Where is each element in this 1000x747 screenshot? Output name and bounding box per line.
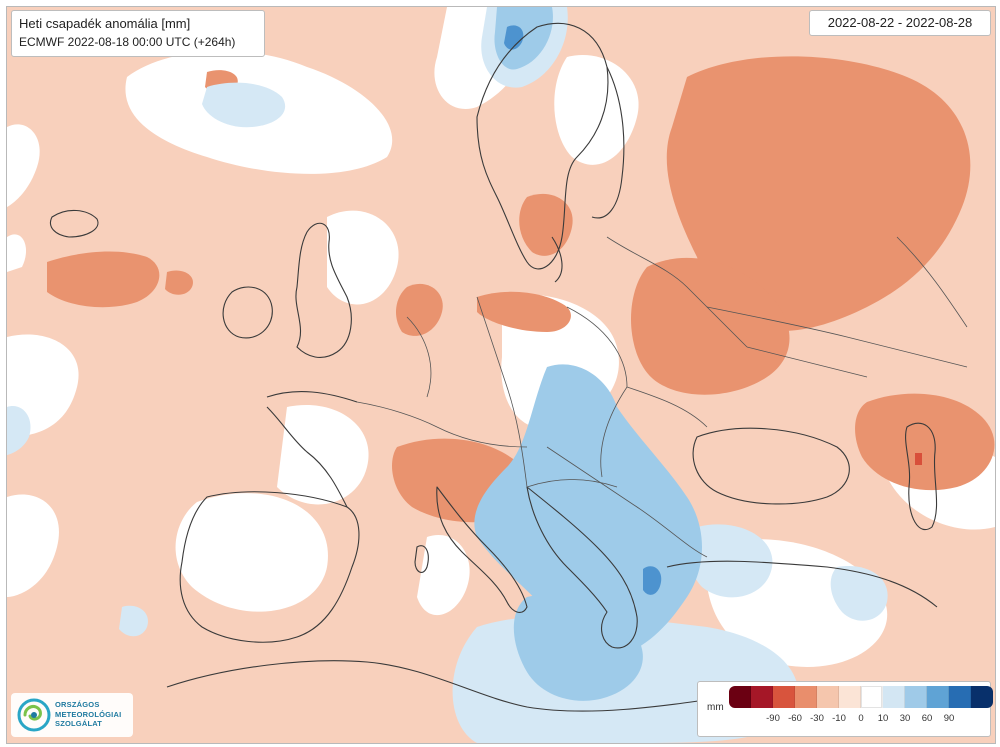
legend-tick-label: 0 — [858, 713, 864, 724]
legend-tick-label: -30 — [810, 713, 824, 724]
legend-unit: mm — [707, 702, 724, 713]
legend-tick-label: -60 — [788, 713, 802, 724]
legend-tick-label: 90 — [943, 713, 955, 724]
omsz-logo: ORSZÁGOS METEOROLÓGIAI SZOLGÁLAT — [11, 693, 133, 737]
omsz-logo-icon — [17, 698, 51, 732]
dry-medium-areas — [47, 56, 995, 523]
legend-tick-label: -10 — [832, 713, 846, 724]
legend-swatch — [729, 686, 751, 708]
dry-strong-spot — [915, 453, 922, 465]
legend: mm -90 -60 -30 -10 0 10 30 60 90 — [697, 681, 993, 737]
legend-swatch — [817, 686, 839, 708]
coastlines — [50, 22, 938, 712]
borders — [356, 236, 968, 558]
legend-swatch — [883, 686, 905, 708]
legend-tick-label: 60 — [921, 713, 933, 724]
legend-color-bar — [729, 686, 993, 708]
omsz-logo-text: ORSZÁGOS METEOROLÓGIAI SZOLGÁLAT — [55, 700, 121, 729]
legend-swatch — [971, 686, 993, 708]
map-title: Heti csapadék anomália [mm] — [19, 16, 191, 31]
legend-swatch — [773, 686, 795, 708]
logo-line-3: SZOLGÁLAT — [55, 719, 103, 728]
wet-strong-areas — [504, 25, 662, 595]
legend-swatch — [795, 686, 817, 708]
map-title-box: Heti csapadék anomália [mm] ECMWF 2022-0… — [11, 10, 265, 57]
legend-ticks: -90 -60 -30 -10 0 10 30 60 90 — [729, 713, 993, 727]
legend-tick-label: -90 — [766, 713, 780, 724]
logo-line-2: METEOROLÓGIAI — [55, 709, 122, 719]
legend-swatch — [861, 686, 883, 708]
anomaly-map — [7, 7, 995, 743]
legend-swatch — [927, 686, 949, 708]
date-range-label: 2022-08-22 - 2022-08-28 — [809, 10, 991, 36]
legend-swatch — [839, 686, 861, 708]
legend-tick-label: 30 — [899, 713, 911, 724]
map-frame: Heti csapadék anomália [mm] ECMWF 2022-0… — [6, 6, 996, 744]
legend-tick-label: 10 — [877, 713, 889, 724]
logo-line-1: ORSZÁGOS — [55, 700, 100, 709]
legend-swatch — [905, 686, 927, 708]
legend-swatch — [751, 686, 773, 708]
map-subtitle: ECMWF 2022-08-18 00:00 UTC (+264h) — [19, 35, 236, 49]
legend-swatch — [949, 686, 971, 708]
